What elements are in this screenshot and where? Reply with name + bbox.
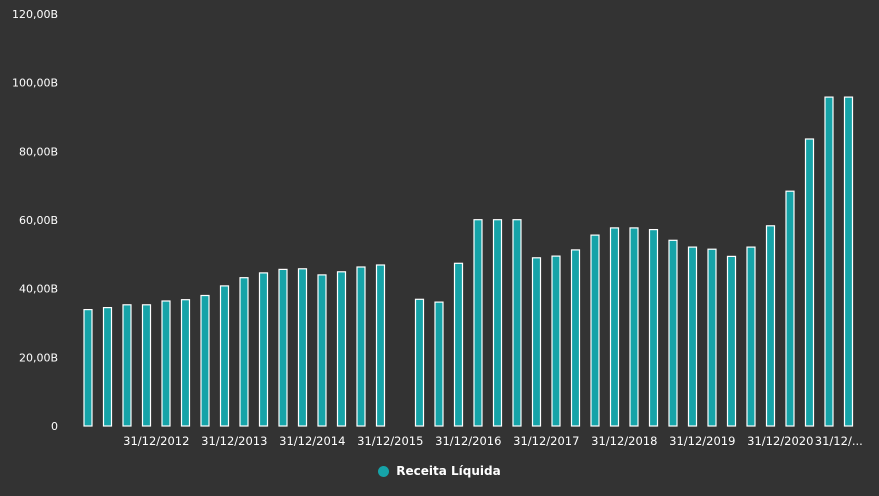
- x-tick-label: 31/12/2013: [201, 434, 267, 448]
- bar[interactable]: [648, 229, 659, 427]
- bar[interactable]: [687, 246, 698, 427]
- bar[interactable]: [746, 246, 756, 427]
- x-tick-label: 31/12/2018: [591, 434, 657, 448]
- bar[interactable]: [317, 274, 327, 427]
- bar[interactable]: [161, 300, 171, 427]
- bars-group: [83, 96, 854, 427]
- y-tick-label: 80,00B: [19, 145, 58, 158]
- legend[interactable]: Receita Líquida: [0, 464, 879, 478]
- bar[interactable]: [83, 309, 93, 427]
- bar[interactable]: [765, 225, 776, 427]
- bar[interactable]: [434, 301, 444, 427]
- bar[interactable]: [180, 299, 191, 427]
- y-tick-label: 120,00B: [12, 8, 58, 21]
- bar[interactable]: [668, 239, 678, 427]
- bar[interactable]: [785, 190, 795, 427]
- bar[interactable]: [297, 268, 308, 427]
- bar[interactable]: [843, 96, 854, 427]
- bar[interactable]: [609, 227, 620, 427]
- x-tick-label: 31/12/2017: [513, 434, 579, 448]
- y-tick-label: 20,00B: [19, 351, 58, 364]
- y-tick-label: 0: [51, 420, 58, 433]
- bar[interactable]: [278, 268, 288, 427]
- bar[interactable]: [219, 285, 230, 427]
- bar[interactable]: [804, 138, 815, 427]
- bar[interactable]: [512, 219, 522, 427]
- x-axis: 31/12/2012 31/12/2013 31/12/2014 31/12/2015…: [123, 434, 863, 448]
- bar[interactable]: [473, 219, 483, 427]
- bar[interactable]: [239, 277, 249, 427]
- bar[interactable]: [356, 266, 366, 427]
- bar[interactable]: [531, 257, 542, 427]
- x-tick-label: 31/12/2014: [279, 434, 345, 448]
- bar[interactable]: [141, 304, 152, 427]
- x-tick-label: 31/12/2015: [357, 434, 423, 448]
- bar[interactable]: [453, 262, 464, 427]
- bar[interactable]: [258, 272, 269, 427]
- y-tick-label: 60,00B: [19, 214, 58, 227]
- x-tick-label: 31/12/...: [815, 434, 863, 448]
- bar[interactable]: [629, 227, 639, 427]
- bar[interactable]: [824, 96, 834, 427]
- bar[interactable]: [551, 255, 561, 427]
- bar[interactable]: [707, 248, 717, 427]
- bar[interactable]: [414, 298, 425, 427]
- bar[interactable]: [570, 249, 581, 427]
- bar[interactable]: [200, 294, 210, 427]
- y-tick-label: 40,00B: [19, 283, 58, 296]
- x-tick-label: 31/12/2012: [123, 434, 189, 448]
- y-axis: 0 20,00B 40,00B 60,00B 80,00B 100,00B 120,00B: [12, 8, 58, 433]
- legend-swatch-icon: [378, 465, 390, 477]
- bar[interactable]: [375, 264, 386, 427]
- bar[interactable]: [492, 219, 503, 427]
- x-tick-label: 31/12/2020: [747, 434, 813, 448]
- x-tick-label: 31/12/2016: [435, 434, 501, 448]
- bar[interactable]: [102, 307, 113, 427]
- bar[interactable]: [122, 304, 132, 427]
- legend-label: Receita Líquida: [396, 464, 501, 478]
- y-tick-label: 100,00B: [12, 77, 58, 90]
- x-tick-label: 31/12/2019: [669, 434, 735, 448]
- bar[interactable]: [336, 271, 347, 427]
- bar[interactable]: [726, 255, 737, 427]
- bar[interactable]: [590, 234, 600, 427]
